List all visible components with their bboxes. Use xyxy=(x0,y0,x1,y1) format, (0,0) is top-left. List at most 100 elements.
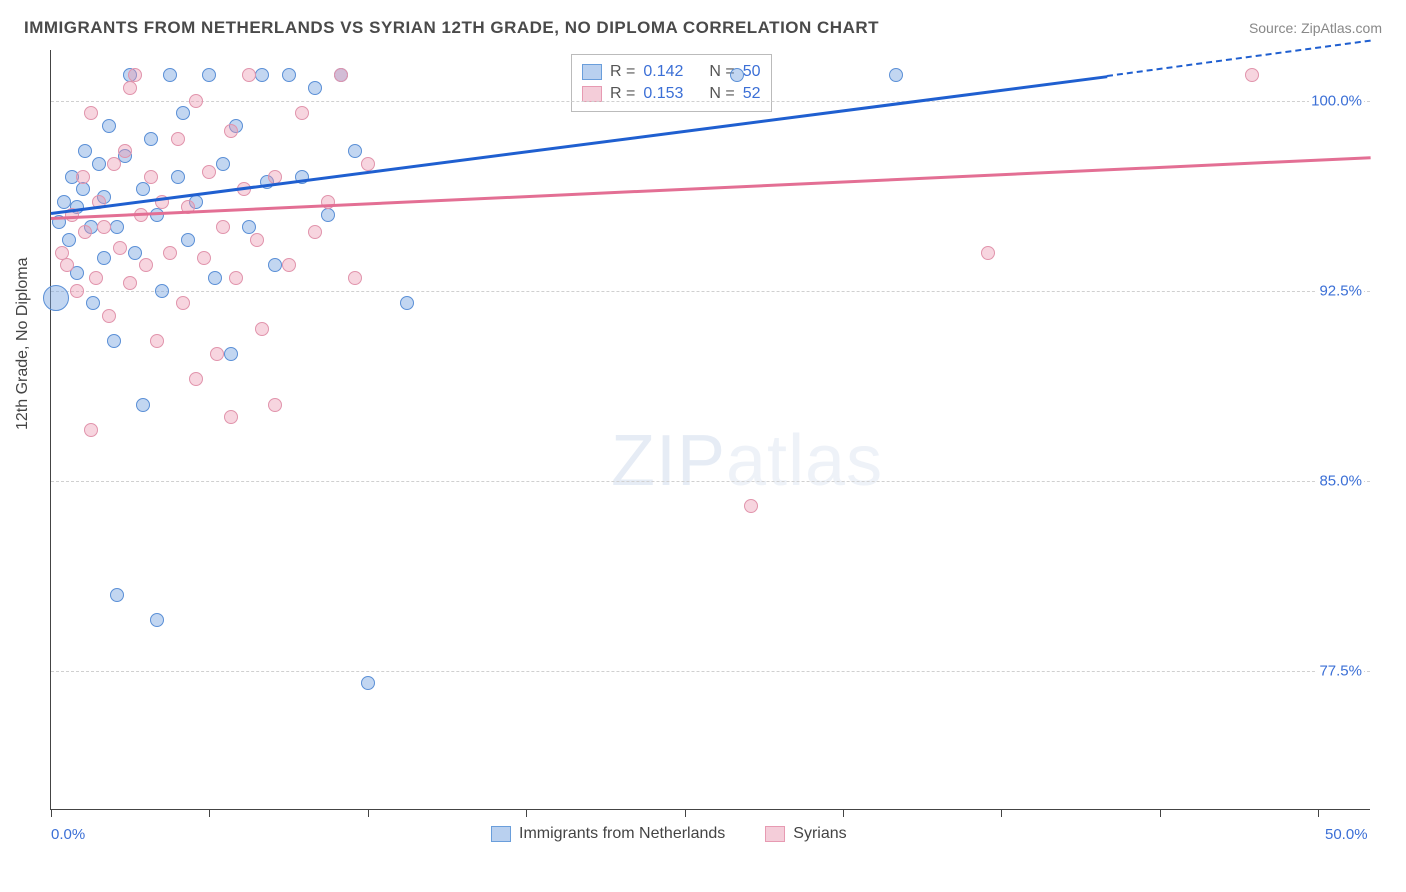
x-tick xyxy=(51,809,52,817)
grid-line-h xyxy=(51,291,1370,292)
scatter-point-syrians xyxy=(348,271,362,285)
scatter-point-syrians xyxy=(250,233,264,247)
scatter-point-netherlands xyxy=(57,195,71,209)
scatter-point-netherlands xyxy=(268,258,282,272)
x-tick xyxy=(843,809,844,817)
x-tick xyxy=(1160,809,1161,817)
scatter-point-netherlands xyxy=(216,157,230,171)
y-axis-label: 12th Grade, No Diploma xyxy=(14,257,32,430)
scatter-point-netherlands xyxy=(155,284,169,298)
x-tick xyxy=(685,809,686,817)
scatter-point-syrians xyxy=(150,334,164,348)
scatter-point-syrians xyxy=(1245,68,1259,82)
scatter-point-netherlands xyxy=(208,271,222,285)
legend-label: Syrians xyxy=(793,825,846,843)
source-attribution: Source: ZipAtlas.com xyxy=(1249,20,1382,36)
x-tick-label: 50.0% xyxy=(1325,826,1368,843)
legend-item-syrians: Syrians xyxy=(765,825,846,843)
scatter-point-netherlands xyxy=(128,246,142,260)
scatter-point-syrians xyxy=(60,258,74,272)
scatter-point-netherlands xyxy=(78,144,92,158)
x-tick-label: 0.0% xyxy=(51,826,85,843)
scatter-point-syrians xyxy=(118,144,132,158)
x-tick xyxy=(526,809,527,817)
trend-line xyxy=(1107,40,1371,77)
scatter-point-syrians xyxy=(295,106,309,120)
stat-r-value: 0.142 xyxy=(643,63,683,81)
scatter-point-netherlands xyxy=(92,157,106,171)
scatter-point-syrians xyxy=(123,276,137,290)
scatter-point-syrians xyxy=(197,251,211,265)
scatter-point-netherlands xyxy=(150,613,164,627)
scatter-point-syrians xyxy=(113,241,127,255)
scatter-point-netherlands xyxy=(889,68,903,82)
scatter-point-netherlands xyxy=(62,233,76,247)
stat-r-label: R = xyxy=(610,63,635,81)
scatter-point-netherlands xyxy=(224,347,238,361)
scatter-point-netherlands xyxy=(730,68,744,82)
scatter-point-netherlands xyxy=(242,220,256,234)
scatter-point-netherlands xyxy=(202,68,216,82)
scatter-point-netherlands xyxy=(86,296,100,310)
watermark-bold: ZIP xyxy=(611,421,726,501)
scatter-point-netherlands xyxy=(255,68,269,82)
scatter-point-syrians xyxy=(224,410,238,424)
scatter-point-netherlands xyxy=(136,398,150,412)
scatter-point-netherlands xyxy=(348,144,362,158)
scatter-point-syrians xyxy=(163,246,177,260)
scatter-point-syrians xyxy=(744,499,758,513)
scatter-point-syrians xyxy=(176,296,190,310)
scatter-point-syrians xyxy=(242,68,256,82)
legend-item-netherlands: Immigrants from Netherlands xyxy=(491,825,725,843)
chart-title: IMMIGRANTS FROM NETHERLANDS VS SYRIAN 12… xyxy=(24,18,879,38)
stat-row-syrians: R =0.153N =52 xyxy=(582,83,761,105)
scatter-point-netherlands xyxy=(102,119,116,133)
scatter-point-syrians xyxy=(282,258,296,272)
watermark-thin: atlas xyxy=(726,421,883,501)
scatter-point-syrians xyxy=(189,94,203,108)
scatter-point-syrians xyxy=(139,258,153,272)
scatter-point-syrians xyxy=(268,398,282,412)
scatter-point-netherlands xyxy=(171,170,185,184)
scatter-point-syrians xyxy=(76,170,90,184)
scatter-point-netherlands xyxy=(361,676,375,690)
scatter-point-syrians xyxy=(216,220,230,234)
legend-label: Immigrants from Netherlands xyxy=(519,825,725,843)
bottom-legend: Immigrants from Netherlands Syrians xyxy=(491,825,847,843)
grid-line-h xyxy=(51,101,1370,102)
scatter-point-netherlands xyxy=(181,233,195,247)
x-tick xyxy=(368,809,369,817)
scatter-point-syrians xyxy=(102,309,116,323)
scatter-point-syrians xyxy=(361,157,375,171)
legend-swatch xyxy=(491,826,511,842)
stat-n-value: 50 xyxy=(743,63,761,81)
scatter-point-netherlands xyxy=(76,182,90,196)
scatter-point-netherlands xyxy=(107,334,121,348)
y-tick-label: 85.0% xyxy=(1317,472,1364,489)
scatter-point-netherlands xyxy=(110,588,124,602)
x-tick xyxy=(1001,809,1002,817)
y-tick-label: 92.5% xyxy=(1317,282,1364,299)
legend-swatch xyxy=(582,64,602,80)
scatter-point-syrians xyxy=(84,423,98,437)
scatter-point-syrians xyxy=(308,225,322,239)
y-tick-label: 77.5% xyxy=(1317,662,1364,679)
scatter-point-syrians xyxy=(123,81,137,95)
scatter-point-syrians xyxy=(229,271,243,285)
scatter-point-syrians xyxy=(202,165,216,179)
scatter-point-syrians xyxy=(144,170,158,184)
scatter-point-netherlands xyxy=(308,81,322,95)
stat-legend-box: R =0.142N =50R =0.153N =52 xyxy=(571,54,772,112)
scatter-point-syrians xyxy=(981,246,995,260)
scatter-point-netherlands xyxy=(282,68,296,82)
x-tick xyxy=(1318,809,1319,817)
scatter-point-netherlands xyxy=(176,106,190,120)
scatter-point-netherlands xyxy=(97,251,111,265)
scatter-point-netherlands xyxy=(136,182,150,196)
scatter-point-syrians xyxy=(255,322,269,336)
grid-line-h xyxy=(51,671,1370,672)
scatter-point-netherlands xyxy=(110,220,124,234)
legend-swatch xyxy=(582,86,602,102)
scatter-point-syrians xyxy=(171,132,185,146)
watermark: ZIPatlas xyxy=(611,420,883,502)
